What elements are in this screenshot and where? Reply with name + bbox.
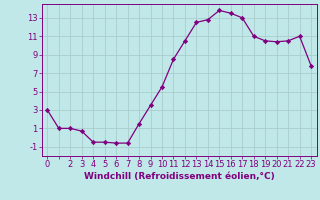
X-axis label: Windchill (Refroidissement éolien,°C): Windchill (Refroidissement éolien,°C) — [84, 172, 275, 181]
